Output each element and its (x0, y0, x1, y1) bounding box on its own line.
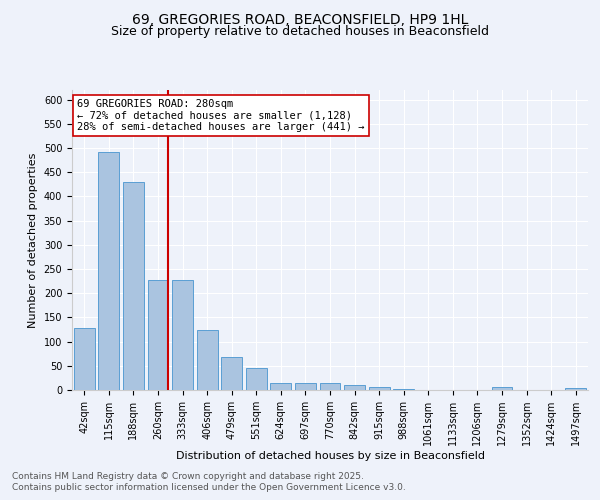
Bar (98, 152, 119, 390)
Bar (344, 384, 365, 390)
Text: 69 GREGORIES ROAD: 280sqm
← 72% of detached houses are smaller (1,128)
28% of se: 69 GREGORIES ROAD: 280sqm ← 72% of detac… (77, 99, 365, 132)
Bar (393, 389, 414, 390)
Bar (320, 382, 340, 390)
Bar (74, 328, 95, 390)
Y-axis label: Number of detached properties: Number of detached properties (28, 152, 38, 328)
Bar (221, 357, 242, 390)
X-axis label: Distribution of detached houses by size in Beaconsfield: Distribution of detached houses by size … (176, 451, 485, 461)
Bar (148, 280, 169, 390)
Bar (246, 368, 267, 390)
Bar (368, 387, 389, 390)
Text: Size of property relative to detached houses in Beaconsfield: Size of property relative to detached ho… (111, 25, 489, 38)
Bar (197, 330, 218, 390)
Bar (271, 383, 292, 390)
Text: Contains public sector information licensed under the Open Government Licence v3: Contains public sector information licen… (12, 484, 406, 492)
Text: 69, GREGORIES ROAD, BEACONSFIELD, HP9 1HL: 69, GREGORIES ROAD, BEACONSFIELD, HP9 1H… (132, 12, 468, 26)
Bar (295, 382, 316, 390)
Bar (172, 280, 193, 390)
Bar (565, 388, 586, 390)
Bar (491, 387, 512, 390)
Text: Contains HM Land Registry data © Crown copyright and database right 2025.: Contains HM Land Registry data © Crown c… (12, 472, 364, 481)
Bar (123, 182, 144, 390)
